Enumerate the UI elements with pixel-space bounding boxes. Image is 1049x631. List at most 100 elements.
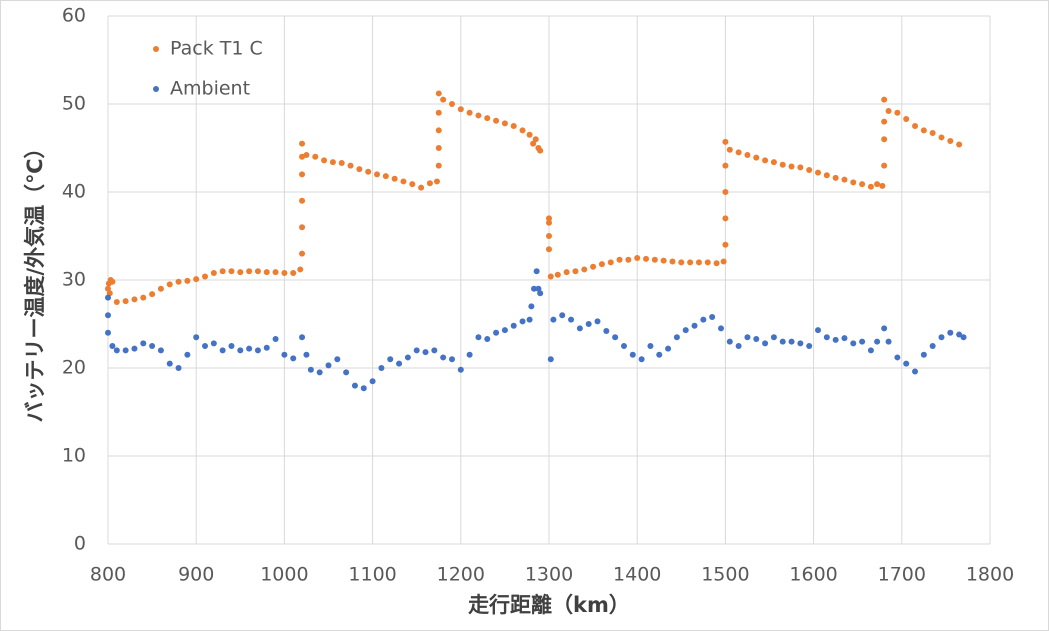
point bbox=[713, 260, 720, 267]
point bbox=[770, 159, 777, 166]
point bbox=[184, 351, 191, 358]
point bbox=[762, 157, 769, 164]
point bbox=[409, 181, 416, 188]
point bbox=[105, 312, 111, 319]
point bbox=[378, 365, 385, 371]
point bbox=[788, 338, 795, 345]
point bbox=[850, 179, 857, 186]
point bbox=[193, 334, 200, 341]
point bbox=[530, 140, 537, 147]
x-tick-label: 800 bbox=[90, 564, 126, 586]
point bbox=[356, 166, 363, 173]
point bbox=[691, 322, 698, 329]
point bbox=[510, 322, 517, 329]
point bbox=[290, 269, 297, 276]
point bbox=[246, 268, 253, 275]
point bbox=[647, 343, 654, 349]
point bbox=[307, 366, 314, 373]
point bbox=[753, 335, 760, 342]
point bbox=[546, 215, 552, 222]
point bbox=[316, 369, 323, 376]
point bbox=[210, 269, 217, 276]
y-tick-label: 10 bbox=[62, 445, 86, 467]
point bbox=[435, 162, 442, 169]
point bbox=[753, 154, 760, 161]
point bbox=[299, 171, 306, 178]
point bbox=[806, 343, 813, 349]
point bbox=[263, 344, 270, 351]
point bbox=[841, 335, 848, 342]
point bbox=[859, 338, 866, 345]
point bbox=[669, 258, 676, 265]
point bbox=[590, 263, 597, 270]
point bbox=[651, 256, 658, 263]
legend-label: Pack T1 C bbox=[170, 38, 263, 60]
point bbox=[435, 90, 442, 97]
point bbox=[457, 106, 464, 113]
point bbox=[607, 259, 614, 266]
point bbox=[365, 168, 372, 175]
point bbox=[656, 351, 663, 358]
point bbox=[334, 356, 341, 363]
point bbox=[519, 127, 526, 134]
point bbox=[598, 261, 605, 268]
point bbox=[960, 334, 967, 341]
point bbox=[113, 299, 120, 305]
point bbox=[638, 356, 645, 363]
point bbox=[956, 331, 963, 338]
point bbox=[537, 147, 544, 154]
point bbox=[832, 336, 839, 343]
point bbox=[166, 281, 173, 288]
point bbox=[105, 329, 111, 336]
point bbox=[175, 365, 182, 371]
point bbox=[881, 136, 888, 143]
y-tick-label: 60 bbox=[62, 5, 86, 27]
point bbox=[603, 328, 610, 335]
point bbox=[770, 334, 777, 341]
point bbox=[493, 117, 500, 124]
point bbox=[526, 131, 533, 138]
point bbox=[184, 277, 191, 284]
point bbox=[879, 182, 886, 189]
point bbox=[435, 109, 442, 116]
point bbox=[546, 246, 552, 253]
point bbox=[246, 345, 253, 352]
point bbox=[435, 145, 442, 151]
point bbox=[281, 269, 288, 276]
point bbox=[360, 385, 367, 392]
y-tick-label: 50 bbox=[62, 93, 86, 115]
point bbox=[881, 118, 888, 125]
point bbox=[665, 345, 672, 352]
point bbox=[612, 334, 619, 341]
point bbox=[228, 343, 235, 349]
point bbox=[903, 115, 910, 122]
y-axis-title: バッテリー温度/外気温（℃） bbox=[23, 137, 47, 422]
x-tick-label: 1200 bbox=[437, 564, 485, 586]
point bbox=[744, 152, 751, 159]
point bbox=[228, 268, 235, 275]
point bbox=[806, 167, 813, 173]
point bbox=[528, 303, 535, 310]
y-tick-label: 40 bbox=[62, 181, 86, 203]
point bbox=[850, 340, 857, 347]
point bbox=[431, 347, 438, 354]
point bbox=[400, 178, 407, 185]
point bbox=[448, 101, 455, 107]
point bbox=[219, 347, 226, 354]
point bbox=[422, 349, 429, 356]
point bbox=[568, 316, 575, 323]
point bbox=[788, 163, 795, 170]
point bbox=[347, 162, 354, 169]
point bbox=[929, 343, 936, 349]
point bbox=[629, 351, 636, 358]
point bbox=[391, 175, 398, 182]
point bbox=[237, 347, 244, 354]
point bbox=[351, 382, 358, 389]
point bbox=[815, 327, 822, 334]
point bbox=[526, 316, 533, 323]
legend-label: Ambient bbox=[170, 78, 250, 100]
point bbox=[874, 338, 881, 345]
point bbox=[149, 343, 156, 349]
